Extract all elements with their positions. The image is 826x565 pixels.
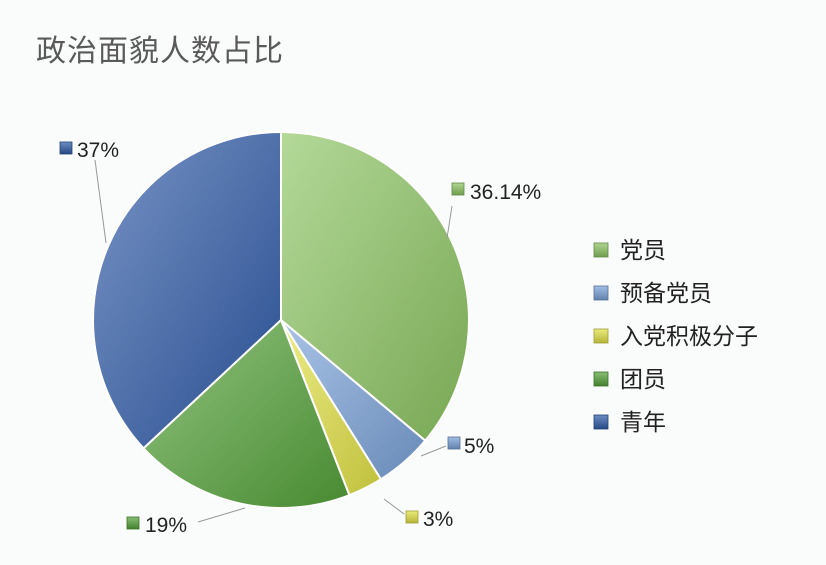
legend-swatch bbox=[593, 285, 609, 301]
data-label: 3% bbox=[423, 508, 453, 531]
data-label: 36.14% bbox=[470, 181, 541, 204]
leader-line bbox=[197, 507, 246, 523]
data-label-marker bbox=[59, 141, 73, 155]
leader-line bbox=[383, 498, 405, 515]
slice-tuanyuan[interactable] bbox=[142, 318, 351, 509]
leader-line bbox=[446, 205, 453, 239]
data-label-marker bbox=[447, 436, 461, 450]
legend-item[interactable]: 党员 bbox=[620, 238, 666, 264]
data-label-marker bbox=[126, 516, 140, 530]
legend-swatch bbox=[593, 242, 609, 258]
data-label: 37% bbox=[77, 139, 119, 162]
legend-item[interactable]: 青年 bbox=[620, 410, 666, 436]
leader-line bbox=[420, 445, 447, 457]
data-label: 19% bbox=[145, 514, 187, 537]
leader-line bbox=[94, 159, 107, 244]
data-label-marker bbox=[405, 510, 419, 524]
legend-swatch bbox=[593, 414, 609, 430]
slice-qingnian[interactable] bbox=[92, 130, 282, 450]
legend-item[interactable]: 入党积极分子 bbox=[620, 324, 758, 350]
legend-swatch bbox=[593, 371, 609, 387]
data-label: 5% bbox=[464, 435, 494, 458]
legend-item[interactable]: 团员 bbox=[620, 367, 666, 393]
chart-title: 政治面貌人数占比 bbox=[36, 34, 284, 69]
legend-item[interactable]: 预备党员 bbox=[620, 281, 712, 307]
slice-dangyuan[interactable] bbox=[280, 130, 470, 443]
data-label-marker bbox=[451, 182, 465, 196]
legend-swatch bbox=[593, 328, 609, 344]
